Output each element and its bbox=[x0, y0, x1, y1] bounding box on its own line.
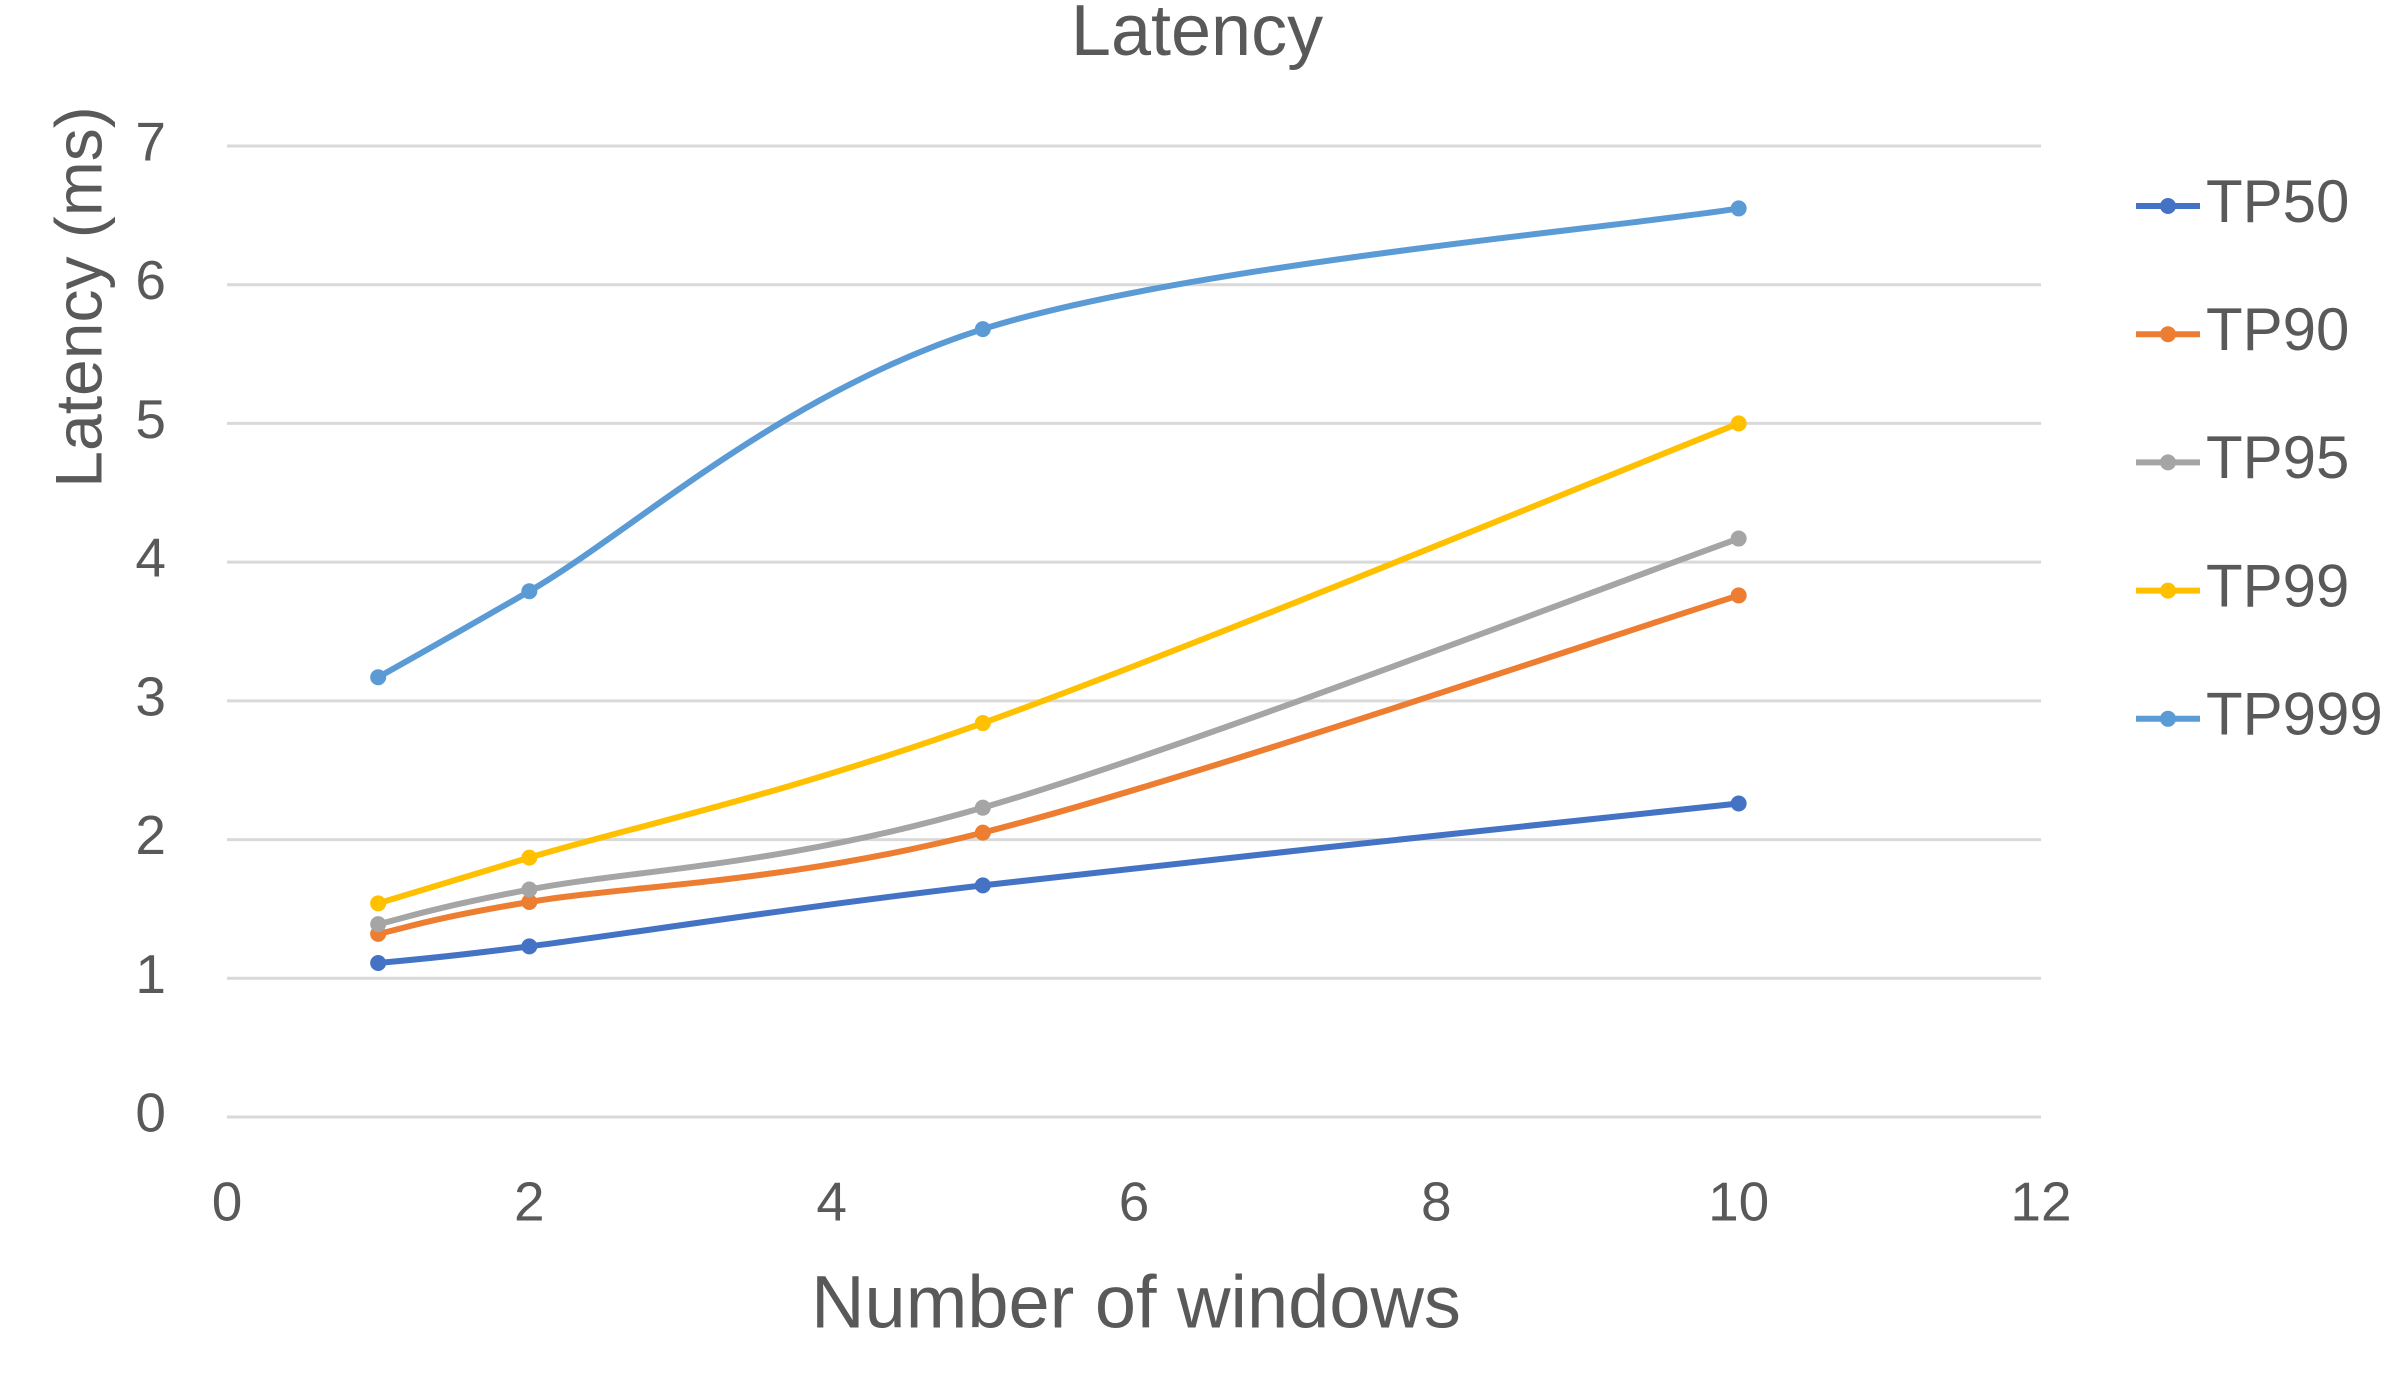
x-axis-title: Number of windows bbox=[811, 1261, 1461, 1344]
series-line bbox=[375, 592, 1742, 937]
y-tick-label: 0 bbox=[135, 1082, 166, 1144]
data-point bbox=[370, 955, 387, 972]
data-point bbox=[521, 583, 538, 600]
data-point bbox=[1730, 200, 1747, 217]
legend-marker bbox=[2160, 710, 2176, 727]
x-tick-label: 12 bbox=[2010, 1171, 2071, 1233]
y-axis-title: Latency (ms) bbox=[41, 106, 115, 487]
legend-label: TP95 bbox=[2206, 424, 2349, 491]
data-point bbox=[974, 877, 991, 894]
x-tick-label: 10 bbox=[1708, 1171, 1769, 1233]
data-point bbox=[370, 895, 387, 912]
data-point bbox=[370, 916, 387, 933]
y-tick-label: 2 bbox=[135, 804, 166, 866]
y-tick-label: 6 bbox=[135, 249, 166, 311]
x-tick-label: 6 bbox=[1119, 1171, 1150, 1233]
x-tick-label: 2 bbox=[514, 1171, 545, 1233]
y-tick-label: 4 bbox=[135, 527, 166, 589]
x-tick-label: 8 bbox=[1421, 1171, 1452, 1233]
data-point bbox=[1730, 587, 1747, 604]
x-tick-label: 0 bbox=[212, 1171, 243, 1233]
legend-label: TP999 bbox=[2206, 681, 2383, 748]
data-point bbox=[370, 669, 387, 686]
chart-title: Latency bbox=[1071, 0, 1323, 71]
y-tick-label: 3 bbox=[135, 665, 166, 727]
legend-label: TP99 bbox=[2206, 552, 2349, 619]
data-point bbox=[974, 824, 991, 841]
data-point bbox=[1730, 415, 1747, 432]
data-point bbox=[521, 849, 538, 866]
series-line bbox=[375, 205, 1742, 681]
series-line bbox=[375, 800, 1742, 967]
series-line bbox=[375, 420, 1742, 907]
data-point bbox=[974, 715, 991, 732]
y-tick-label: 1 bbox=[135, 943, 166, 1005]
data-point bbox=[521, 893, 538, 910]
legend-marker bbox=[2160, 198, 2176, 214]
series-line bbox=[375, 535, 1742, 928]
data-point bbox=[521, 881, 538, 898]
data-point bbox=[1730, 530, 1747, 547]
y-tick-label: 5 bbox=[135, 388, 166, 450]
legend-label: TP90 bbox=[2206, 296, 2349, 363]
legend-label: TP50 bbox=[2206, 168, 2349, 235]
x-tick-label: 4 bbox=[816, 1171, 847, 1233]
legend-marker bbox=[2160, 454, 2176, 471]
data-point bbox=[974, 321, 991, 338]
y-tick-label: 7 bbox=[135, 111, 166, 173]
data-point bbox=[521, 938, 538, 955]
data-point bbox=[1730, 795, 1747, 812]
legend-marker bbox=[2160, 582, 2176, 599]
legend-marker bbox=[2160, 326, 2176, 343]
data-point bbox=[974, 799, 991, 816]
